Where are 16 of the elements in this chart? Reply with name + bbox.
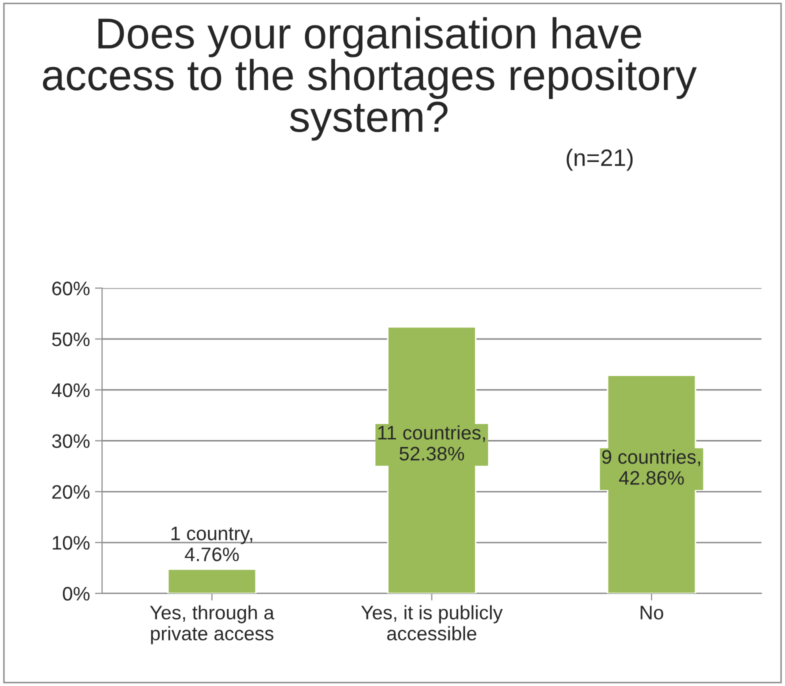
y-tick-label: 30% (52, 434, 90, 448)
x-tick-label: Yes, through a private access (150, 605, 274, 644)
y-tick-label: 0% (62, 586, 90, 601)
data-label: 1 country, 4.76% (171, 526, 252, 562)
x-tick-label: Yes, it is publicly accessible (361, 605, 503, 640)
y-tick-label: 60% (52, 282, 90, 296)
y-tick-label: 20% (52, 485, 90, 499)
chart-subtitle: (n=21) (566, 148, 633, 171)
y-tick-label: 40% (52, 383, 90, 398)
bar (167, 568, 257, 594)
data-label: 11 countries, 52.38% (378, 425, 485, 461)
y-tick-label: 10% (52, 536, 90, 550)
data-label: 9 countries, 42.86% (602, 450, 700, 485)
chart-title: Does your organisation have access to the shortages repository system? (42, 17, 697, 141)
x-tick-label: No (640, 606, 664, 620)
y-tick-label: 50% (52, 332, 90, 346)
